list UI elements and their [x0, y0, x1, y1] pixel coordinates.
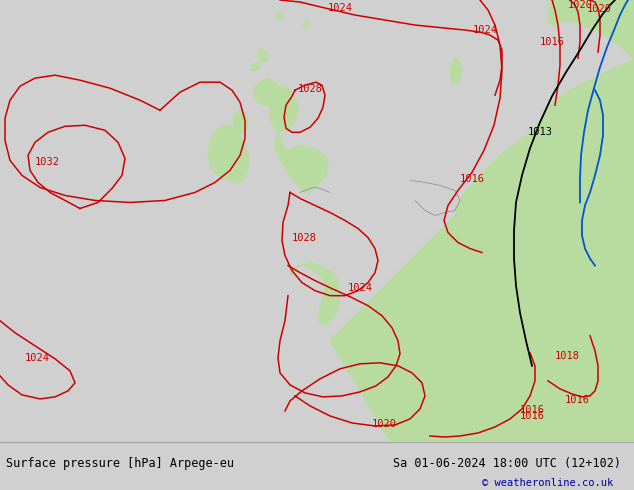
Polygon shape	[270, 85, 298, 132]
Polygon shape	[547, 0, 634, 60]
Text: 1024: 1024	[328, 3, 353, 13]
Polygon shape	[233, 110, 248, 132]
Polygon shape	[455, 60, 634, 291]
Text: 1024: 1024	[348, 283, 373, 293]
Text: 1028: 1028	[292, 233, 317, 243]
Text: 1013: 1013	[528, 127, 553, 137]
Polygon shape	[254, 78, 280, 105]
Text: Sa 01-06-2024 18:00 UTC (12+102): Sa 01-06-2024 18:00 UTC (12+102)	[393, 457, 621, 469]
Text: 1016: 1016	[460, 174, 485, 184]
Text: Surface pressure [hPa] Arpege-eu: Surface pressure [hPa] Arpege-eu	[6, 457, 235, 469]
Polygon shape	[276, 12, 283, 20]
Polygon shape	[330, 60, 634, 441]
Text: 1028: 1028	[298, 84, 323, 94]
Text: 1016: 1016	[565, 395, 590, 405]
Polygon shape	[545, 0, 634, 25]
Polygon shape	[450, 58, 462, 85]
Text: 1032: 1032	[35, 157, 60, 168]
Polygon shape	[208, 125, 248, 182]
Text: 1020: 1020	[587, 4, 612, 14]
Text: 1020: 1020	[372, 419, 397, 429]
Text: 1020: 1020	[568, 0, 593, 10]
Text: 1018: 1018	[555, 351, 580, 361]
Polygon shape	[258, 48, 268, 62]
Text: 1016: 1016	[540, 37, 565, 47]
Polygon shape	[250, 62, 260, 70]
Polygon shape	[303, 22, 310, 28]
Polygon shape	[290, 263, 340, 326]
Text: 1016: 1016	[520, 411, 545, 421]
Text: 1024: 1024	[25, 353, 50, 363]
Polygon shape	[275, 132, 328, 193]
Text: 1024: 1024	[473, 25, 498, 35]
Text: © weatheronline.co.uk: © weatheronline.co.uk	[482, 478, 613, 488]
Text: 1016: 1016	[520, 405, 545, 415]
